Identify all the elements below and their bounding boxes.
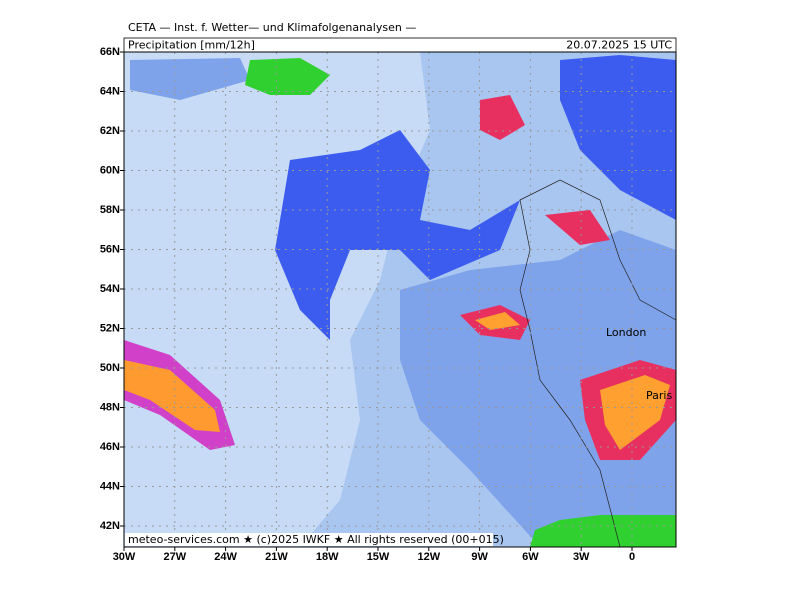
lon-label: 21W [265, 551, 288, 563]
rain-heavy [480, 95, 525, 140]
rain-intense [475, 312, 520, 330]
lat-label: 48N [100, 401, 120, 413]
lon-label: 3W [573, 551, 590, 563]
lat-label: 54N [100, 283, 120, 295]
lat-label: 66N [100, 46, 120, 58]
map-title: Precipitation [mm/12h] [128, 39, 255, 52]
lon-label: 15W [367, 551, 390, 563]
credits: meteo-services.com ★ (c)2025 IWKF ★ All … [128, 533, 504, 546]
blue-area [560, 55, 676, 220]
lat-label: 60N [100, 164, 120, 176]
rain-heavy [545, 210, 610, 245]
lon-label: 30W [113, 551, 136, 563]
lon-label: 27W [163, 551, 186, 563]
map [124, 52, 676, 547]
lon-label: 9W [471, 551, 488, 563]
coastline [519, 179, 676, 547]
lat-label: 44N [100, 480, 120, 492]
rain-intense [124, 360, 220, 432]
place-label: London [606, 326, 646, 339]
lat-label: 64N [100, 85, 120, 97]
place-label: Paris [646, 389, 672, 402]
lon-label: 0 [629, 551, 635, 563]
rain-intense [600, 375, 670, 450]
lon-label: 12W [417, 551, 440, 563]
blue-area [275, 130, 520, 340]
lat-label: 56N [100, 243, 120, 255]
lat-label: 46N [100, 441, 120, 453]
lat-label: 62N [100, 125, 120, 137]
lon-label: 18W [316, 551, 339, 563]
lat-label: 52N [100, 322, 120, 334]
band [130, 58, 250, 100]
institute: CETA — Inst. f. Wetter— und Klimafolgena… [128, 21, 416, 34]
land-rain [530, 515, 676, 547]
lat-label: 50N [100, 362, 120, 374]
lat-label: 42N [100, 520, 120, 532]
land-rain [245, 58, 330, 95]
credits-box [125, 533, 493, 546]
lat-label: 58N [100, 204, 120, 216]
valid-time: 20.07.2025 15 UTC [566, 39, 672, 52]
map-frame [123, 51, 677, 548]
lon-label: 24W [214, 551, 237, 563]
lon-label: 6W [522, 551, 539, 563]
band [400, 230, 676, 547]
